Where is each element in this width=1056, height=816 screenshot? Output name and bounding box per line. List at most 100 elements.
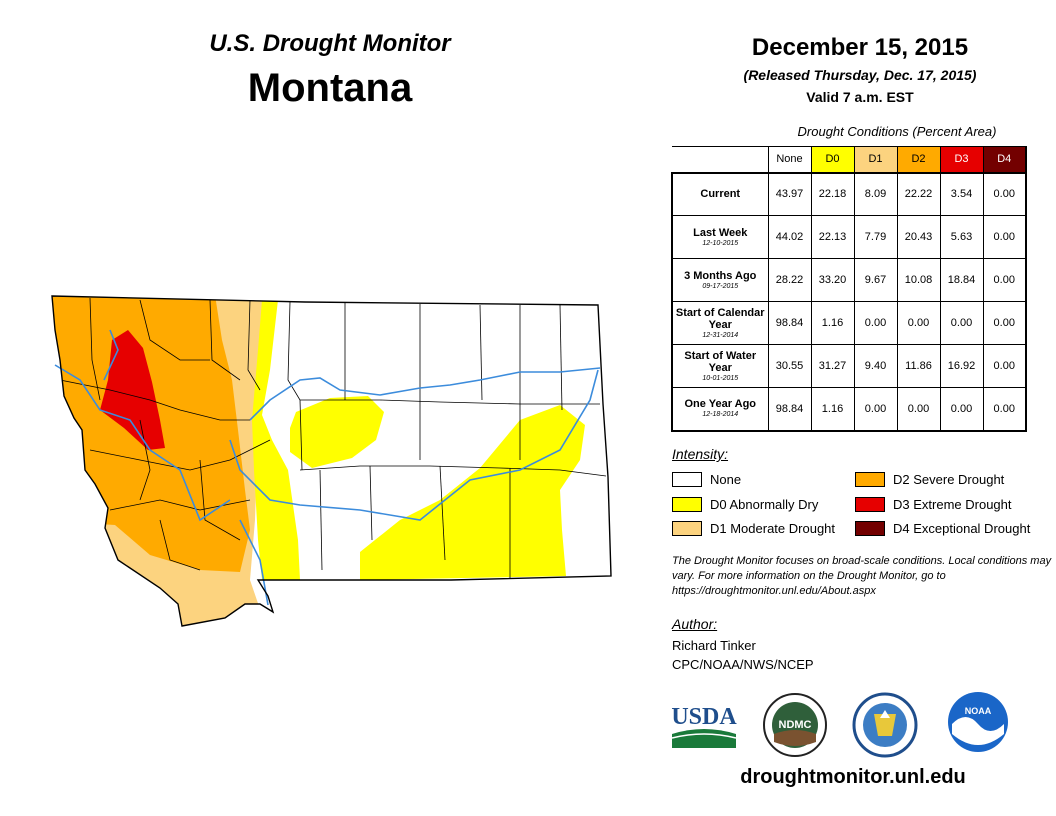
table-cell: 0.00 [896,387,941,432]
table-cell: 18.84 [939,258,984,302]
table-cell: 0.00 [896,301,941,345]
valid-time: Valid 7 a.m. EST [806,89,914,105]
table-cell: 33.20 [810,258,855,302]
table-cell: 10.08 [896,258,941,302]
legend-label: None [710,472,742,487]
legend-item-d4: D4 Exceptional Drought [855,521,1030,536]
author-org: CPC/NOAA/NWS/NCEP [672,657,814,672]
table-row: Last Week 12-10-2015 44.02 22.13 7.79 20.… [671,215,1027,259]
table-cell: 22.13 [810,215,855,259]
drought-conditions-table: None D0 D1 D2 D3 D4 Current 43.97 22.18 … [671,146,1027,432]
table-cell: 22.18 [810,171,855,216]
program-title: U.S. Drought Monitor [209,30,451,57]
usda-logo[interactable]: USDA [670,700,738,750]
row-label: Start of Calendar Year 12-31-2014 [671,301,769,345]
svg-text:USDA: USDA [671,704,737,730]
table-cell: 16.92 [939,344,984,388]
legend-item-d1: D1 Moderate Drought [672,521,835,536]
table-cell: 0.00 [982,344,1027,388]
svg-text:NDMC: NDMC [779,719,812,731]
svg-text:NOAA: NOAA [965,706,992,716]
col-d1: D1 [853,146,898,173]
row-label: Current [671,171,769,216]
table-row: One Year Ago 12-18-2014 98.84 1.16 0.00 0… [671,387,1027,432]
disclaimer-note: The Drought Monitor focuses on broad-sca… [672,555,1052,597]
table-cell: 9.67 [853,258,898,302]
table-cell: 0.00 [982,215,1027,259]
table-cell: 0.00 [939,301,984,345]
d0-area-southeast [360,405,585,580]
col-d2: D2 [896,146,941,173]
col-d3: D3 [939,146,984,173]
d0-area-central [290,396,384,468]
legend-swatch [672,472,702,487]
map-date: December 15, 2015 [751,34,969,61]
table-cell: 8.09 [853,171,898,216]
legend-swatch [855,497,885,512]
release-date: (Released Thursday, Dec. 17, 2015) [743,67,977,83]
legend-item-d2: D2 Severe Drought [855,472,1004,487]
table-cell: 20.43 [896,215,941,259]
table-cell: 7.79 [853,215,898,259]
row-label: 3 Months Ago 09-17-2015 [671,258,769,302]
noaa-logo[interactable]: NOAA [946,690,1010,754]
author-name: Richard Tinker [672,638,756,653]
ndmc-logo[interactable]: NDMC [762,692,828,758]
legend-label: D2 Severe Drought [893,472,1005,487]
table-cell: 28.22 [767,258,812,302]
table-cell: 44.02 [767,215,812,259]
header-blank-cell [672,146,768,174]
table-cell: 0.00 [982,301,1027,345]
table-cell: 0.00 [982,387,1027,432]
legend-title: Intensity: [672,446,729,462]
table-cell: 98.84 [767,387,812,432]
legend-item-none: None [672,472,741,487]
table-cell: 3.54 [939,171,984,216]
row-label: One Year Ago 12-18-2014 [671,387,769,432]
legend-item-d0: D0 Abnormally Dry [672,497,818,512]
legend-swatch [855,472,885,487]
legend-swatch [855,521,885,536]
state-title: Montana [247,66,413,110]
d3-area [100,330,165,450]
website-link[interactable]: droughtmonitor.unl.edu [740,766,966,788]
table-cell: 0.00 [853,301,898,345]
table-caption: Drought Conditions (Percent Area) [797,124,997,139]
table-row: Start of Water Year 10-01-2015 30.55 31.2… [671,344,1027,388]
table-cell: 0.00 [939,387,984,432]
table-cell: 9.40 [853,344,898,388]
legend-label: D0 Abnormally Dry [710,497,819,512]
legend-label: D1 Moderate Drought [710,521,836,536]
legend-label: D4 Exceptional Drought [893,521,1031,536]
legend-swatch [672,497,702,512]
table-header-row: None D0 D1 D2 D3 D4 [672,146,1027,174]
legend-item-d3: D3 Extreme Drought [855,497,1012,512]
county-lines [59,297,607,578]
col-d0: D0 [810,146,855,173]
state-outline [51,295,612,627]
table-cell: 22.22 [896,171,941,216]
row-label: Start of Water Year 10-01-2015 [671,344,769,388]
table-cell: 1.16 [810,387,855,432]
montana-drought-map [51,295,612,627]
legend-swatch [672,521,702,536]
table-row: 3 Months Ago 09-17-2015 28.22 33.20 9.67 … [671,258,1027,302]
table-cell: 0.00 [853,387,898,432]
row-label: Last Week 12-10-2015 [671,215,769,259]
table-cell: 11.86 [896,344,941,388]
table-cell: 43.97 [767,171,812,216]
table-cell: 31.27 [810,344,855,388]
table-cell: 0.00 [982,171,1027,216]
legend-label: D3 Extreme Drought [893,497,1012,512]
doc-seal-logo[interactable] [852,692,918,758]
table-row: Current 43.97 22.18 8.09 22.22 3.54 0.00 [671,171,1027,216]
table-cell: 98.84 [767,301,812,345]
col-none: None [767,146,812,173]
rivers [54,329,601,606]
table-cell: 5.63 [939,215,984,259]
d0-area-west-strip [252,300,300,580]
table-cell: 0.00 [982,258,1027,302]
col-d4: D4 [982,146,1027,173]
table-cell: 30.55 [767,344,812,388]
table-row: Start of Calendar Year 12-31-2014 98.84 1… [671,301,1027,345]
